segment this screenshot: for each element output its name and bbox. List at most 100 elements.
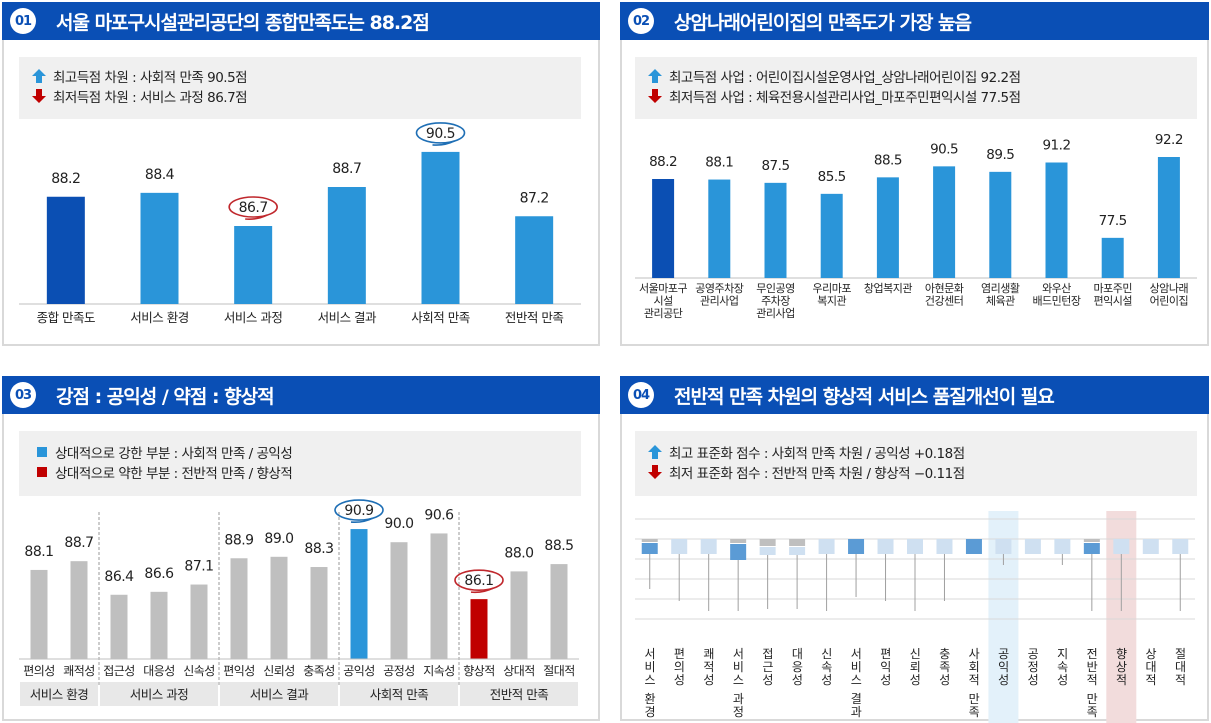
x-tick-label-0-2: 스	[644, 673, 655, 687]
x-tick-label-6-1: 속	[821, 660, 832, 674]
x-tick-label-11-4: 만	[969, 692, 980, 706]
x-tick-label-16-2: 적	[1116, 673, 1127, 687]
bar-3-2	[430, 533, 448, 659]
x-tick-label-18-2: 적	[1175, 673, 1186, 687]
bar-4-0	[470, 599, 488, 659]
summary-text: 최고득점 사업 : 어린이집시설운영사업_상암나래어린이집 92.2점	[669, 70, 1021, 86]
highlight-circle-4-0-tail	[470, 587, 494, 594]
x-tick-label-2-2: 성	[703, 673, 714, 687]
bar-1	[140, 192, 179, 304]
summary-text: 최고득점 차원 : 사회적 만족 90.5점	[53, 70, 248, 86]
x-tick-label-6-0: 신	[821, 647, 832, 661]
data-label-3: 88.7	[332, 161, 361, 177]
bar-2	[764, 182, 787, 278]
bar-1-0	[110, 594, 128, 659]
up-arrow-icon	[31, 68, 47, 84]
bar-3	[820, 193, 843, 278]
x-tick-label-3-0: 우리마포	[812, 282, 851, 295]
group-label-1: 서비스 과정	[130, 687, 188, 702]
x-tick-label-3-2: 스	[733, 673, 744, 687]
x-tick-label-8-1: 편익시설	[1093, 295, 1132, 308]
data-label-4: 88.5	[874, 152, 902, 168]
x-tick-label-16-1: 상	[1116, 660, 1127, 674]
summary-text: 상대적으로 강한 부분 : 사회적 만족 / 공익성	[55, 446, 293, 462]
x-tick-label-17-1: 대	[1146, 660, 1157, 674]
highlight-circle-4-0	[454, 569, 504, 591]
x-tick-label-7-4: 결	[851, 692, 862, 706]
highlight-circle-4-tail	[432, 140, 455, 146]
highlight-circle-3-0	[334, 499, 384, 521]
x-tick-label-1-1: 의	[674, 660, 685, 674]
box-5	[789, 547, 806, 555]
summary-text: 최저 표준화 점수 : 전반적 만족 차원 / 향상적 −0.11점	[669, 466, 965, 482]
x-tick-label-10-2: 성	[939, 673, 950, 687]
data-label-2-1: 89.0	[264, 531, 293, 547]
summary-box: 최고 표준화 점수 : 사회적 만족 차원 / 공익성 +0.18점 최저 표준…	[635, 431, 1197, 496]
box-18	[1172, 539, 1189, 554]
x-tick-label-12-0: 공	[998, 647, 1009, 661]
box-12	[995, 539, 1012, 554]
data-label-8: 77.5	[1099, 213, 1127, 229]
x-tick-label-9-0: 신	[910, 647, 921, 661]
x-tick-label-15-0: 전	[1087, 647, 1098, 661]
panel-title: 서울 마포구시설관리공단의 종합만족도는 88.2점	[56, 11, 430, 34]
x-tick-label-8-0: 편	[880, 647, 891, 661]
x-tick-label-7-0: 와우산	[1042, 282, 1071, 295]
x-tick-label-15-5: 족	[1087, 705, 1098, 719]
data-label-7: 91.2	[1042, 138, 1070, 154]
x-tick-label-4-2: 절대적	[543, 664, 575, 678]
data-label-6: 89.5	[986, 147, 1014, 163]
panel-number-badge: 01	[10, 8, 36, 34]
summary-text: 최저득점 사업 : 체육전용시설관리사업_마포주민편익시설 77.5점	[669, 90, 1021, 106]
panel-number-badge: 03	[10, 382, 36, 408]
bar-4	[876, 177, 899, 278]
x-tick-label-3-1: 공정성	[383, 664, 415, 678]
data-label-9: 92.2	[1155, 132, 1183, 148]
group-label-bg-2	[220, 682, 338, 706]
x-tick-label-2-0: 무인공영	[756, 282, 794, 295]
x-tick-label-15-4: 만	[1087, 692, 1098, 706]
bar-9	[1157, 157, 1180, 278]
x-tick-label-3-1: 비	[733, 660, 744, 674]
bar-7	[1045, 162, 1068, 278]
x-tick-label-15-1: 반	[1087, 660, 1098, 674]
box-15	[1083, 543, 1100, 554]
highlight-circle-3-0-tail	[350, 517, 374, 524]
x-tick-label-3-0: 공익성	[343, 664, 375, 678]
summary-text: 최고 표준화 점수 : 사회적 만족 차원 / 공익성 +0.18점	[669, 446, 965, 462]
bar-2	[234, 226, 273, 304]
x-tick-label-18-1: 대	[1175, 660, 1186, 674]
data-label-1-2: 87.1	[184, 559, 213, 575]
box-8	[877, 539, 894, 554]
x-tick-label-2-0: 편익성	[223, 664, 255, 678]
x-tick-label-13-2: 성	[1028, 673, 1039, 687]
panel-overall-satisfaction: 01 서울 마포구시설관리공단의 종합만족도는 88.2점 최고득점 차원 : …	[2, 2, 600, 346]
x-tick-label-7-5: 과	[851, 705, 862, 719]
x-tick-label-4-0: 창업복지관	[864, 282, 912, 295]
data-label-4-1: 88.0	[504, 545, 533, 561]
x-tick-label-1-1: 대응성	[143, 664, 175, 678]
data-label-4-0: 86.1	[464, 573, 493, 589]
box-13	[1024, 539, 1041, 554]
x-tick-label-13-1: 정	[1028, 660, 1039, 674]
highlight-circle-2-tail	[245, 214, 268, 220]
x-tick-label-4-2: 성	[762, 673, 773, 687]
x-tick-label-8-1: 익	[880, 660, 891, 674]
bar-1	[708, 179, 731, 278]
blue-square-icon	[37, 447, 47, 457]
x-tick-label-3-2: 지속성	[423, 664, 455, 678]
x-tick-label-1-0: 접근성	[103, 664, 135, 678]
chart-business-scores: 88.2서울마포구시설관리공단88.1공영주차장관리사업87.5무인공영주차장관…	[635, 132, 1197, 320]
x-tick-label-5-1: 응	[792, 660, 803, 674]
bar-0-0	[30, 569, 48, 659]
x-tick-label-14-2: 성	[1057, 673, 1068, 687]
x-tick-label-11-0: 사	[969, 647, 980, 661]
panel-title: 상암나래어린이집의 만족도가 가장 높음	[674, 11, 972, 34]
summary-box: 최고득점 차원 : 사회적 만족 90.5점 최저득점 차원 : 서비스 과정 …	[19, 57, 581, 119]
box-top-15	[1083, 539, 1100, 542]
data-label-1: 88.1	[705, 155, 733, 171]
x-tick-label-4-1: 상대적	[503, 664, 535, 678]
x-tick-label-6-1: 체육관	[986, 295, 1015, 308]
bar-3-1	[390, 542, 408, 659]
